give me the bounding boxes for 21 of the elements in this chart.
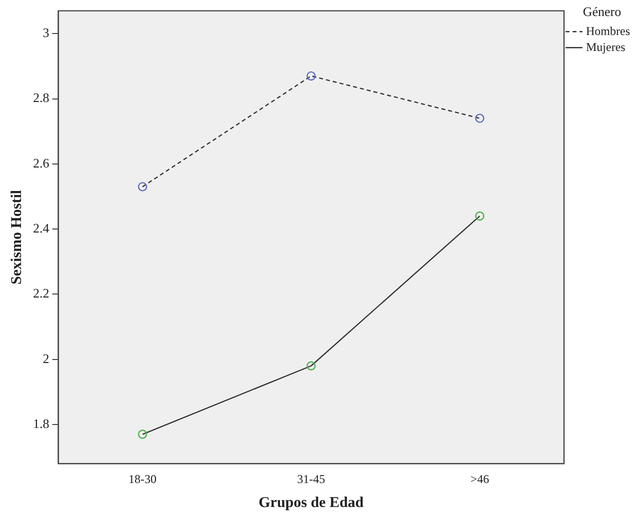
legend-title: Género bbox=[582, 4, 622, 19]
y-tick-label: 2.6 bbox=[33, 155, 50, 170]
point bbox=[138, 430, 148, 439]
y-tick-label: 3 bbox=[42, 25, 50, 40]
y-tick-label: 2.2 bbox=[33, 286, 50, 301]
y-tick-label: 1.8 bbox=[33, 416, 50, 431]
x-axis-title: Grupos de Edad bbox=[258, 494, 364, 511]
point bbox=[475, 114, 484, 123]
x-tick-label: >46 bbox=[470, 472, 490, 486]
point bbox=[475, 211, 484, 221]
x-tick-label: 18-30 bbox=[128, 472, 157, 486]
point bbox=[306, 361, 316, 370]
point bbox=[306, 71, 316, 81]
y-tick-label: 2.8 bbox=[33, 90, 50, 106]
y-tick-label: 2 bbox=[42, 350, 50, 366]
y-axis-title: Sexismo Hostil bbox=[8, 190, 25, 284]
point bbox=[138, 182, 148, 192]
legend-label: Mujeres bbox=[586, 40, 626, 54]
y-tick-label: 2.4 bbox=[33, 220, 50, 236]
x-tick-label: 31-45 bbox=[297, 472, 326, 486]
legend-label: Hombres bbox=[586, 24, 630, 38]
